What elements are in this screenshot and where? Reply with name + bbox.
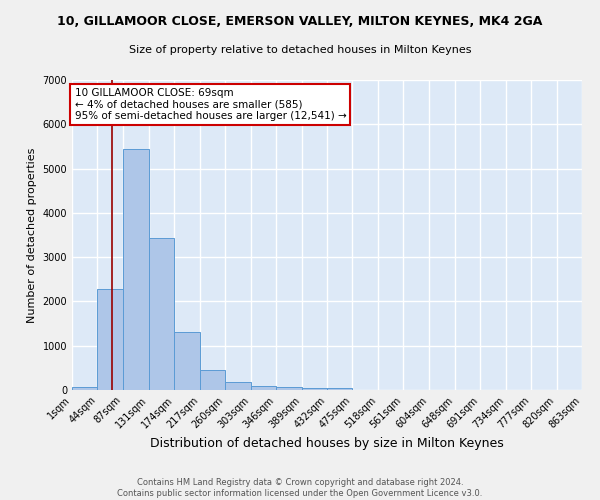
Text: 10, GILLAMOOR CLOSE, EMERSON VALLEY, MILTON KEYNES, MK4 2GA: 10, GILLAMOOR CLOSE, EMERSON VALLEY, MIL… (58, 15, 542, 28)
Bar (175, 332, 200, 390)
Bar (251, 386, 276, 390)
Text: Size of property relative to detached houses in Milton Keynes: Size of property relative to detached ho… (129, 45, 471, 55)
Bar (149, 238, 175, 390)
Bar (276, 387, 302, 390)
Y-axis label: Number of detached properties: Number of detached properties (27, 148, 37, 322)
Bar (97, 289, 123, 390)
Bar (225, 382, 251, 390)
X-axis label: Distribution of detached houses by size in Milton Keynes: Distribution of detached houses by size … (150, 437, 504, 450)
Bar (327, 388, 352, 390)
Bar (72, 386, 97, 390)
Text: 10 GILLAMOOR CLOSE: 69sqm
← 4% of detached houses are smaller (585)
95% of semi-: 10 GILLAMOOR CLOSE: 69sqm ← 4% of detach… (74, 88, 346, 121)
Bar (302, 388, 327, 390)
Text: Contains HM Land Registry data © Crown copyright and database right 2024.
Contai: Contains HM Land Registry data © Crown c… (118, 478, 482, 498)
Bar (123, 148, 149, 390)
Bar (200, 370, 225, 390)
